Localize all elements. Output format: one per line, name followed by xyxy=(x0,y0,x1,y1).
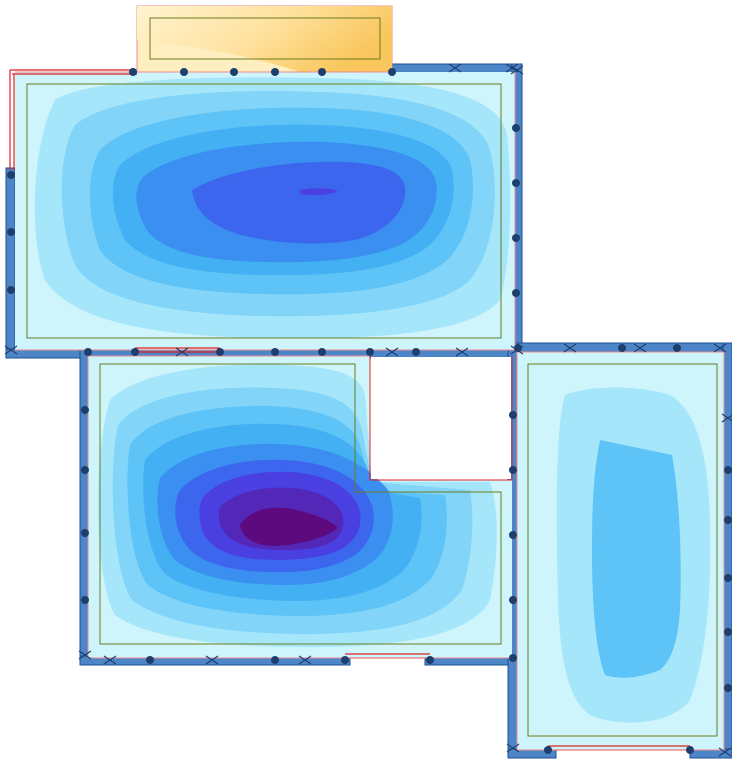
support-dot-icon xyxy=(509,411,517,419)
support-dot-icon xyxy=(81,406,89,414)
support-markers xyxy=(4,63,732,757)
support-dot-icon xyxy=(673,344,681,352)
support-dot-icon xyxy=(81,596,89,604)
top-slab-boundary-pink xyxy=(15,71,516,351)
support-dot-icon xyxy=(512,289,520,297)
support-dot-icon xyxy=(724,628,732,636)
support-dot-icon xyxy=(81,466,89,474)
support-dot-icon xyxy=(271,68,279,76)
top-slab-contour-6 xyxy=(192,161,406,244)
panel-balcony xyxy=(136,5,393,73)
support-dot-icon xyxy=(426,656,434,664)
support-dot-icon xyxy=(512,234,520,242)
wall-hatch-cross-icon xyxy=(385,347,399,357)
wall-hatch-cross-icon xyxy=(455,347,469,357)
top-slab-inner-outline xyxy=(26,83,502,339)
support-dot-icon xyxy=(618,344,626,352)
bottom-slab-free-edge xyxy=(135,347,430,659)
slab-opening xyxy=(371,357,511,479)
panel-right-slab xyxy=(517,352,724,750)
support-dot-icon xyxy=(724,516,732,524)
support-dot-icon xyxy=(509,466,517,474)
wall-top-slab-top xyxy=(391,63,523,74)
wall-top-slab-left xyxy=(5,167,16,359)
support-dot-icon xyxy=(216,348,224,356)
support-dot-icon xyxy=(230,68,238,76)
support-dot-icon xyxy=(388,68,396,76)
support-dot-icon xyxy=(7,228,15,236)
support-dot-icon xyxy=(509,531,517,539)
right-slab-boundary-pink xyxy=(516,351,725,751)
wall-hatch-cross-icon xyxy=(713,343,727,353)
wall-hatch-cross-icon xyxy=(205,655,219,665)
support-dot-icon xyxy=(84,348,92,356)
wall-hatch-cross-icon xyxy=(175,347,189,357)
support-dot-icon xyxy=(341,656,349,664)
support-dot-icon xyxy=(129,68,137,76)
support-dot-icon xyxy=(81,529,89,537)
support-dot-icon xyxy=(146,656,154,664)
panel-top-slab xyxy=(15,72,515,350)
support-dot-icon xyxy=(318,68,326,76)
bottom-slab-contour-9 xyxy=(240,507,338,546)
top-slab-free-edge xyxy=(9,69,137,170)
support-dot-icon xyxy=(512,124,520,132)
support-dot-icon xyxy=(514,344,522,352)
right-slab-inner-outline xyxy=(527,363,718,737)
wall-hatch-cross-icon xyxy=(721,413,732,423)
support-dot-icon xyxy=(271,348,279,356)
support-dot-icon xyxy=(131,348,139,356)
wall-hatch-cross-icon xyxy=(510,65,524,75)
support-dot-icon xyxy=(724,574,732,582)
support-dot-icon xyxy=(366,348,374,356)
support-dot-icon xyxy=(724,466,732,474)
inner-outlines xyxy=(26,83,718,737)
top-slab-contour-7 xyxy=(300,188,338,195)
wall-hatch-cross-icon xyxy=(563,343,577,353)
support-dot-icon xyxy=(544,746,552,754)
support-dot-icon xyxy=(686,746,694,754)
wall-hatch-cross-icon xyxy=(506,743,520,753)
support-dot-icon xyxy=(318,348,326,356)
support-dot-icon xyxy=(512,179,520,187)
balcony-inner-outline xyxy=(149,17,381,60)
wall-hatch-cross-icon xyxy=(298,655,312,665)
support-dot-icon xyxy=(509,596,517,604)
wall-hatch-cross-icon xyxy=(103,655,117,665)
bottom-slab-inner-outline xyxy=(99,363,502,645)
support-dot-icon xyxy=(7,171,15,179)
wall-hatch-cross-icon xyxy=(4,345,18,355)
support-dot-icon xyxy=(180,68,188,76)
balcony-gradient xyxy=(137,6,392,72)
wall-hatch-cross-icon xyxy=(448,63,462,73)
support-dot-icon xyxy=(412,348,420,356)
support-dot-icon xyxy=(271,656,279,664)
wall-hatch-cross-icon xyxy=(633,343,647,353)
support-dot-icon xyxy=(7,286,15,294)
support-dot-icon xyxy=(509,654,517,662)
wall-hatch-cross-icon xyxy=(78,650,92,660)
right-slab-contour-2 xyxy=(592,440,681,678)
support-dot-icon xyxy=(724,684,732,692)
panel-bottom-left-slab xyxy=(88,356,512,658)
wall-hatch-cross-icon xyxy=(718,747,732,757)
